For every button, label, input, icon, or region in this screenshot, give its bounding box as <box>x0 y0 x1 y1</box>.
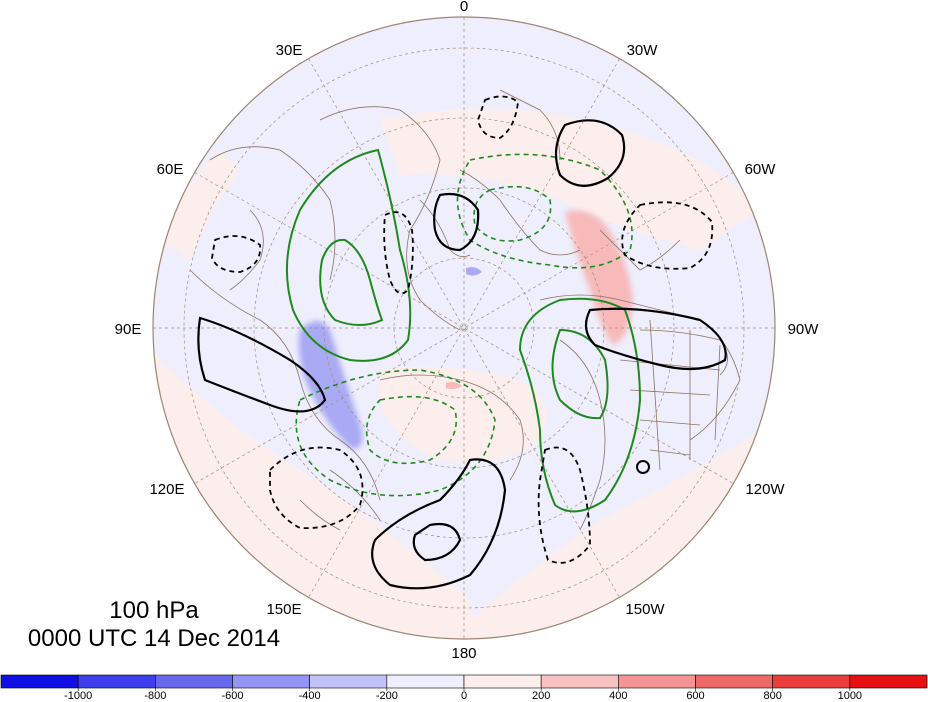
black-contour <box>197 316 327 413</box>
colorbar-swatch <box>618 674 696 689</box>
colorbar-tick-label: -600 <box>221 690 243 702</box>
black-dashed-contour <box>621 201 714 270</box>
colorbar-tick-label: 400 <box>609 690 627 702</box>
black-contour <box>636 460 650 474</box>
colorbar-swatch <box>309 674 388 689</box>
colorbar-swatch <box>463 674 542 689</box>
black-contour <box>371 458 507 590</box>
colorbar-swatch <box>0 674 79 689</box>
colorbar-tick-label: 800 <box>763 690 781 702</box>
black-dashed-contour <box>537 446 591 564</box>
black-contour <box>412 522 462 562</box>
colorbar-tick-label: 600 <box>686 690 704 702</box>
black-dashed-contour <box>383 211 414 295</box>
black-contour <box>554 119 626 187</box>
longitude-labels: 0 30W 60W 90W 120W 150W 180 150E 120E 90… <box>115 0 820 662</box>
datetime-label: 0000 UTC 14 Dec 2014 <box>28 625 280 652</box>
contours <box>197 95 727 590</box>
colorbar-swatch <box>849 674 928 689</box>
map-border <box>152 16 776 640</box>
lon-label-0: 0 <box>460 0 468 15</box>
lon-label-150e: 150E <box>266 601 301 618</box>
green-contour <box>518 297 642 513</box>
graticule <box>153 17 775 639</box>
colorbar-swatch <box>540 674 619 689</box>
lon-label-30w: 30W <box>627 42 659 59</box>
lon-label-30e: 30E <box>276 42 303 59</box>
lon-label-90w: 90W <box>788 321 820 338</box>
black-dashed-contour <box>477 95 519 139</box>
lon-label-120w: 120W <box>745 481 785 498</box>
green-dashed-contour <box>456 153 633 269</box>
lon-label-60w: 60W <box>745 161 777 178</box>
colorbar-tick-label: -800 <box>144 690 166 702</box>
colorbar-tick-label: -1000 <box>64 690 92 702</box>
colorbar-swatch <box>772 674 851 689</box>
colorbar-tick-label: -200 <box>376 690 398 702</box>
colorbar-tick-label: 0 <box>461 690 467 702</box>
colorbar-swatch <box>77 674 156 689</box>
colorbar-swatch <box>232 674 310 689</box>
green-contour <box>319 238 384 326</box>
lon-label-60e: 60E <box>157 161 184 178</box>
green-dashed-contour <box>365 395 457 465</box>
black-dashed-contour <box>211 235 262 273</box>
green-dashed-contour <box>473 185 552 242</box>
colorbar-tick-label: 200 <box>532 690 550 702</box>
black-contour <box>433 192 480 252</box>
colorbar-swatch <box>155 674 233 689</box>
green-contour <box>285 148 412 362</box>
lon-label-150w: 150W <box>625 601 665 618</box>
colorbar-tick-label: -400 <box>299 690 321 702</box>
lon-label-120e: 120E <box>149 481 184 498</box>
lon-label-180: 180 <box>451 645 476 662</box>
colorbar-swatch <box>695 674 773 689</box>
pressure-level-label: 100 hPa <box>109 597 199 624</box>
colorbar-tick-label: 1000 <box>838 690 862 702</box>
lon-label-90e: 90E <box>115 321 142 338</box>
colorbar-swatch <box>386 674 465 689</box>
black-contour <box>584 307 727 371</box>
black-dashed-contour <box>269 446 364 530</box>
colorbar: -1000 -800 -600 -400 -200 0 200 400 600 800 1000 <box>0 674 928 702</box>
